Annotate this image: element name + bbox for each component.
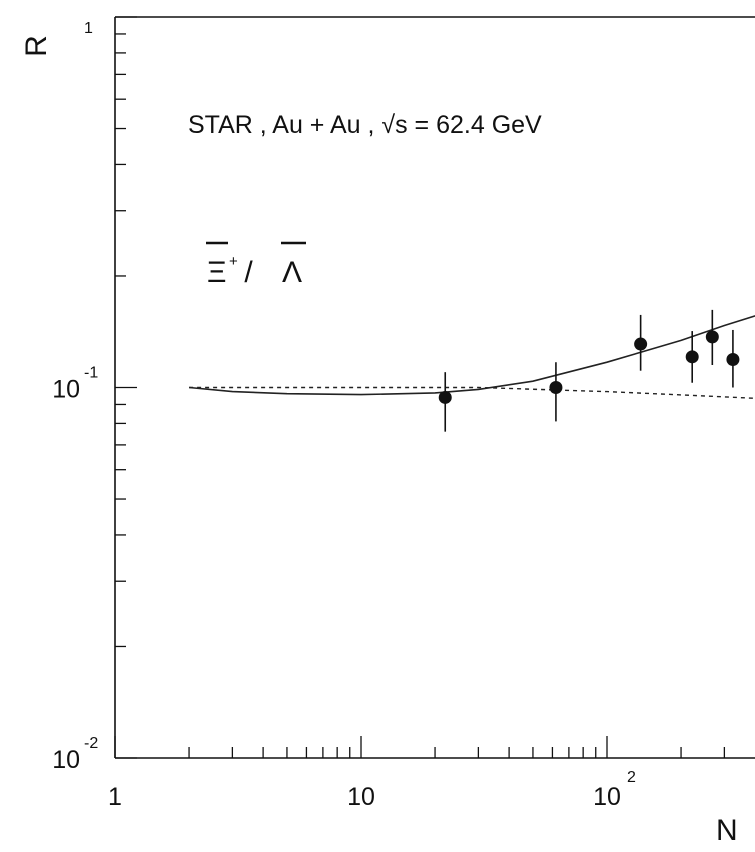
data-point — [549, 381, 563, 394]
dashed-curve — [189, 386, 755, 399]
ratio-separator: / — [236, 256, 261, 289]
annotation-text: STAR , Au + Au , √s = 62.4 GeV — [188, 111, 542, 139]
ratio-numerator-sup: + — [229, 253, 238, 270]
ratio-numerator: Ξ — [207, 256, 227, 289]
model-curves — [189, 315, 755, 399]
y-tick-label: 10 — [52, 376, 80, 404]
y-axis-title: R — [20, 35, 53, 57]
data-points — [438, 309, 740, 432]
x-tick-label: 10 — [593, 783, 621, 811]
x-tick-label: 1 — [108, 783, 122, 811]
x-axis-title: N — [716, 814, 738, 847]
y-tick-label: 1 — [84, 20, 93, 37]
data-point — [705, 330, 719, 344]
solid-curve — [189, 315, 755, 396]
data-point — [685, 350, 699, 364]
data-point — [634, 337, 648, 351]
data-point — [726, 353, 740, 367]
x-tick-label: 10 — [347, 783, 375, 811]
ratio-label: Ξ + / Λ — [206, 241, 306, 289]
y-tick-label-exponent: -2 — [84, 735, 98, 752]
y-tick-label: 10 — [52, 746, 80, 774]
x-tick-label-exponent: 2 — [627, 769, 636, 786]
ratio-denominator: Λ — [282, 256, 302, 289]
data-point — [438, 390, 452, 404]
y-tick-label-exponent: -1 — [84, 365, 98, 382]
